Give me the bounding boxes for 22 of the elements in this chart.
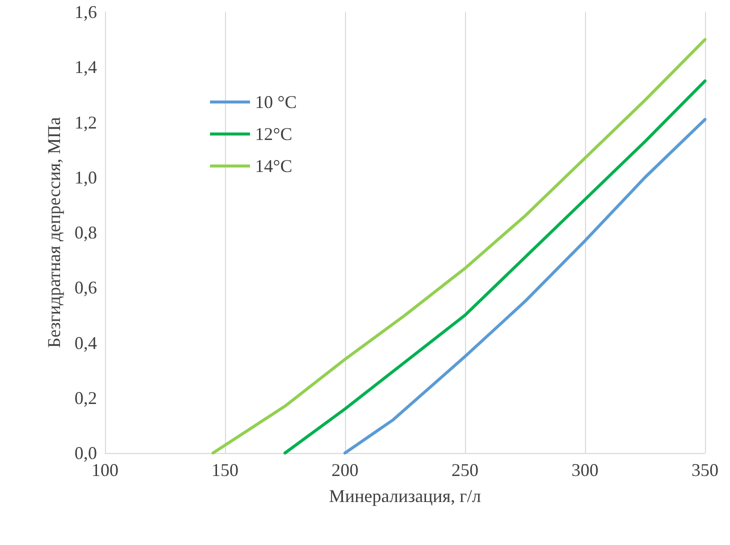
line-series: [212, 38, 706, 454]
x-tick-label: 250: [452, 460, 478, 480]
x-tick-label: 100: [92, 460, 118, 480]
y-tick-label: 0,4: [74, 332, 97, 353]
x-tick-label: 350: [692, 460, 718, 480]
x-tick-label: 150: [212, 460, 238, 480]
y-axis-title: Безгидратная депрессия, МПа: [44, 117, 64, 348]
legend-label: 10 °C: [255, 92, 297, 112]
y-tick-label: 1,4: [74, 57, 97, 78]
legend-label: 12°C: [255, 124, 292, 144]
y-tick-label: 1,2: [74, 112, 97, 132]
legend-label: 14°C: [255, 156, 292, 176]
y-tick-label: 0,8: [74, 222, 97, 242]
x-tick-label: 200: [332, 460, 358, 480]
y-tick-label: 0,6: [74, 278, 97, 298]
y-tick-label: 1,0: [74, 167, 97, 188]
y-tick-label: 1,6: [74, 2, 97, 22]
line-series: [344, 118, 706, 454]
x-axis-title: Минерализация, г/л: [328, 486, 482, 506]
x-tick-label: 300: [572, 460, 598, 480]
y-tick-label: 0,2: [74, 388, 97, 408]
y-tick-label: 0,0: [74, 443, 97, 463]
